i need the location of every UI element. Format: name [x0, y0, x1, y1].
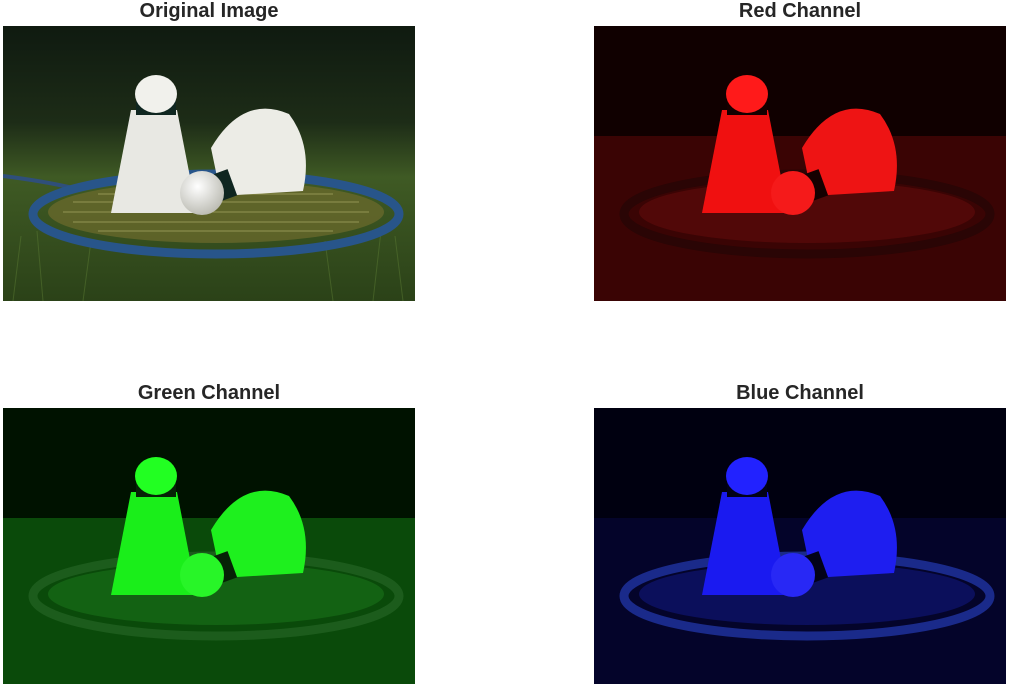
panel-title-original: Original Image: [139, 0, 279, 22]
panel-blue: Blue Channel: [594, 382, 1006, 684]
panel-red: Red Channel: [594, 0, 1006, 301]
original-image: [3, 26, 415, 301]
panel-title-blue: Blue Channel: [736, 382, 864, 404]
panel-green: Green Channel: [3, 382, 415, 684]
panel-title-red: Red Channel: [738, 0, 862, 22]
panel-title-green: Green Channel: [137, 382, 281, 404]
green-channel-image: [3, 408, 415, 684]
blue-channel-image: [594, 408, 1006, 684]
panel-original: Original Image: [3, 0, 415, 301]
red-channel-image: [594, 26, 1006, 301]
